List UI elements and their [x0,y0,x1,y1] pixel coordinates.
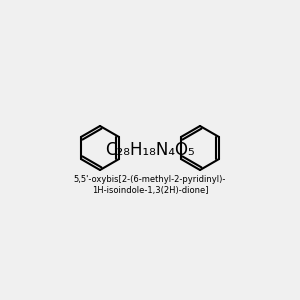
Text: 1H-isoindole-1,3(2H)-dione]: 1H-isoindole-1,3(2H)-dione] [92,185,208,194]
Text: 5,5'-oxybis[2-(6-methyl-2-pyridinyl)-: 5,5'-oxybis[2-(6-methyl-2-pyridinyl)- [74,176,226,184]
Text: C₂₈H₁₈N₄O₅: C₂₈H₁₈N₄O₅ [105,141,195,159]
